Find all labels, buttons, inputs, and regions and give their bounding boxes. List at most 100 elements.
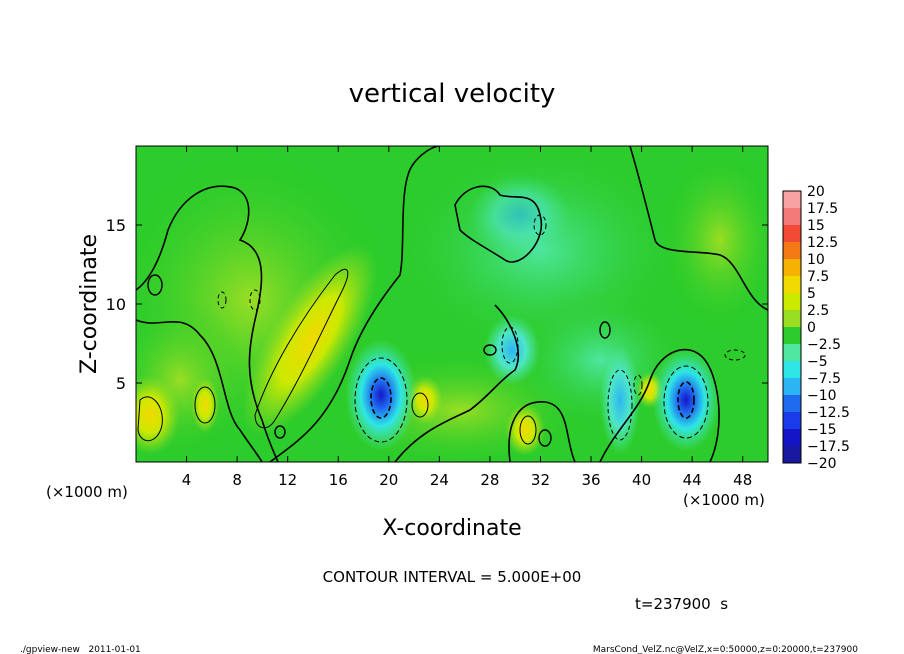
negative-contour [663, 365, 709, 439]
negative-contour [501, 326, 519, 364]
zero-contour [274, 425, 286, 439]
x-tick-label: 8 [232, 471, 242, 489]
field-patch [136, 300, 250, 460]
zero-contour [599, 348, 720, 462]
colorbar-swatch [783, 327, 801, 345]
zero-contour [538, 429, 552, 447]
colorbar-label: 20 [807, 184, 825, 200]
y-tick-label: 10 [106, 295, 126, 314]
negative-contour [607, 369, 633, 441]
y-axis-label: Z-coordinate [77, 234, 102, 374]
colorbar-label: −17.5 [807, 439, 850, 455]
colorbar-frame [782, 190, 802, 464]
field-patch [660, 150, 768, 330]
colorbar-label: −2.5 [807, 337, 841, 353]
positive-contour [254, 268, 349, 429]
negative-contour [249, 289, 261, 311]
colorbar-swatch [783, 344, 801, 362]
zero-contour [269, 146, 441, 462]
colorbar-swatch [783, 310, 801, 328]
x-tick-label: 24 [430, 471, 449, 489]
zero-contour [599, 321, 611, 339]
colorbar-label: 7.5 [807, 269, 829, 285]
negative-contour [724, 349, 746, 361]
y-tick-label: 15 [106, 216, 126, 235]
zero-contour [394, 304, 520, 462]
colorbar-swatch [783, 259, 801, 277]
x-tick-label: 4 [182, 471, 192, 489]
zero-contour [629, 146, 768, 311]
x-tick-label: 36 [581, 471, 600, 489]
x-unit-left: (×1000 m) [46, 483, 128, 501]
colorbar-label: 12.5 [807, 235, 838, 251]
colorbar-swatch [783, 276, 801, 294]
x-tick-label: 12 [278, 471, 297, 489]
positive-contour [194, 386, 216, 424]
positive-contour [411, 392, 429, 418]
negative-contour [533, 214, 547, 236]
zero-contour [136, 185, 279, 462]
colorbar-label: −5 [807, 354, 828, 370]
colorbar-swatch [783, 429, 801, 447]
x-tick-label: 48 [733, 471, 752, 489]
colorbar-swatch [783, 446, 801, 464]
y-axis: 5 10 15 [106, 216, 768, 393]
downdraft-core [484, 315, 540, 385]
colorbar-label: −15 [807, 422, 837, 438]
positive-contour [519, 415, 537, 445]
x-tick-label: 16 [329, 471, 348, 489]
x-tick-label: 28 [480, 471, 499, 489]
downdraft-core [652, 348, 720, 452]
negative-contour [354, 357, 408, 443]
colorbar-label: 2.5 [807, 303, 829, 319]
colorbar-swatch [783, 412, 801, 430]
colorbar-label: 15 [807, 218, 825, 234]
colorbar: 2017.51512.5107.552.50−2.5−5−7.5−10−12.5… [782, 184, 850, 472]
footer-right: MarsCond_VelZ.nc@VelZ,x=0:50000,z=0:2000… [593, 645, 858, 654]
colorbar-label: −7.5 [807, 371, 841, 387]
contour-interval: CONTOUR INTERVAL = 5.000E+00 [323, 568, 582, 586]
downdraft-core [470, 175, 570, 255]
colorbar-swatch [783, 395, 801, 413]
colorbar-label: 17.5 [807, 201, 838, 217]
positive-contour [137, 396, 163, 442]
colorbar-label: −20 [807, 456, 837, 472]
contour-lines [136, 146, 768, 462]
negative-contour [217, 291, 227, 309]
colorbar-label: 0 [807, 320, 816, 336]
zero-contour [508, 401, 576, 462]
colorbar-swatch [783, 378, 801, 396]
x-tick-label: 20 [379, 471, 398, 489]
heatmap-field [136, 146, 768, 462]
colorbar-label: −12.5 [807, 405, 850, 421]
y-tick-label: 5 [116, 374, 126, 393]
footer-left: ./gpview-new 2011-01-01 [20, 645, 141, 654]
x-unit-right: (×1000 m) [683, 491, 765, 509]
x-tick-label: 44 [683, 471, 702, 489]
colorbar-swatch [783, 225, 801, 243]
colorbar-label: 10 [807, 252, 825, 268]
negative-contour [677, 381, 695, 419]
colorbar-swatch [783, 242, 801, 260]
colorbar-label: 5 [807, 286, 816, 302]
colorbar-swatch [783, 361, 801, 379]
colorbar-swatch [783, 208, 801, 226]
downdraft-core [345, 339, 417, 451]
zero-contour [136, 319, 263, 462]
negative-contour [633, 374, 643, 396]
x-axis-label: X-coordinate [382, 516, 521, 541]
time-label: t=237900 s [635, 595, 728, 613]
x-tick-label: 40 [632, 471, 651, 489]
updraft-band [136, 375, 180, 455]
colorbar-swatch [783, 293, 801, 311]
x-axis: 4 8 12 16 20 24 28 32 36 40 44 48 [182, 146, 752, 489]
chart-title: vertical velocity [349, 79, 556, 109]
zero-contour [483, 344, 497, 356]
zero-contour [147, 274, 163, 296]
downdraft-core [600, 345, 640, 455]
updraft-band [242, 244, 378, 436]
colorbar-label: −10 [807, 388, 837, 404]
negative-contour [370, 377, 392, 419]
x-tick-label: 32 [531, 471, 550, 489]
